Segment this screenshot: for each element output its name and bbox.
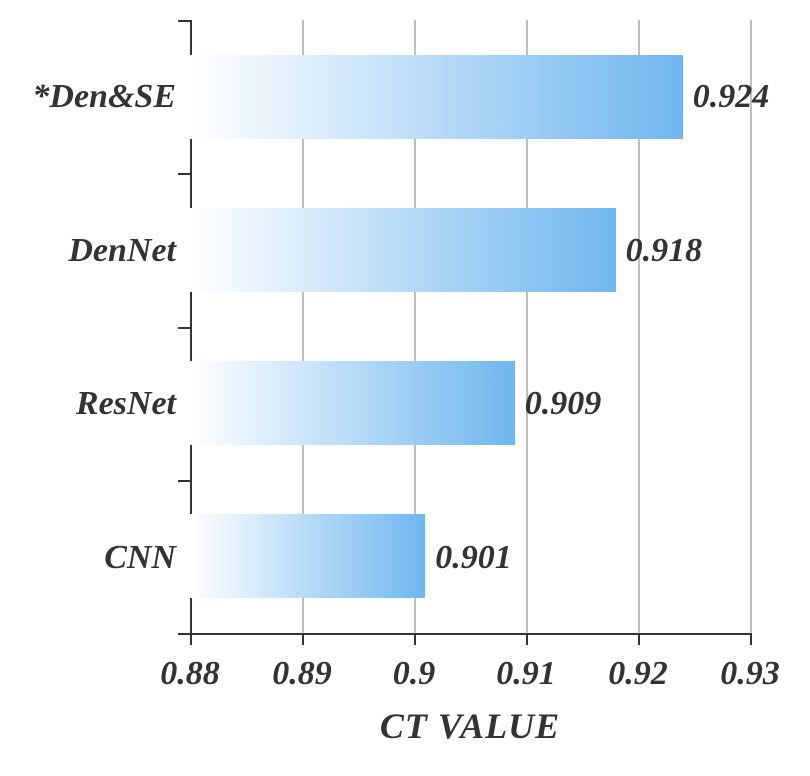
bar-value-label: 0.901: [435, 539, 512, 577]
y-category-label: DenNet: [68, 232, 176, 270]
bar: [190, 55, 683, 139]
x-tick-label: 0.89: [272, 655, 332, 693]
x-tick: [190, 633, 192, 645]
y-tick: [178, 173, 190, 175]
bar-value-label: 0.909: [525, 385, 602, 423]
bar-fill: [190, 514, 425, 598]
x-tick-label: 0.92: [608, 655, 668, 693]
y-tick: [178, 327, 190, 329]
bar: [190, 514, 425, 598]
x-tick-label: 0.93: [720, 655, 780, 693]
y-tick: [178, 633, 190, 635]
bar-fill: [190, 208, 616, 292]
bar-value-label: 0.924: [693, 78, 770, 116]
bar: [190, 208, 616, 292]
y-category-label: *Den&SE: [32, 78, 176, 116]
y-category-label: ResNet: [76, 385, 176, 423]
ct-value-bar-chart: CT VALUE 0.88 0.89 0.9 0.91 0.92 0.93 0.924 *De…: [0, 0, 810, 776]
x-tick-label: 0.88: [160, 655, 220, 693]
x-tick: [750, 633, 752, 645]
x-tick-label: 0.9: [393, 655, 436, 693]
x-tick: [526, 633, 528, 645]
bar: [190, 361, 515, 445]
x-tick: [302, 633, 304, 645]
x-axis-title: CT VALUE: [380, 705, 560, 747]
bar-fill: [190, 361, 515, 445]
x-tick: [414, 633, 416, 645]
y-tick: [178, 20, 190, 22]
bar-fill: [190, 55, 683, 139]
x-tick-label: 0.91: [496, 655, 556, 693]
y-tick: [178, 480, 190, 482]
y-category-label: CNN: [104, 539, 176, 577]
bar-value-label: 0.918: [626, 232, 703, 270]
x-tick: [638, 633, 640, 645]
